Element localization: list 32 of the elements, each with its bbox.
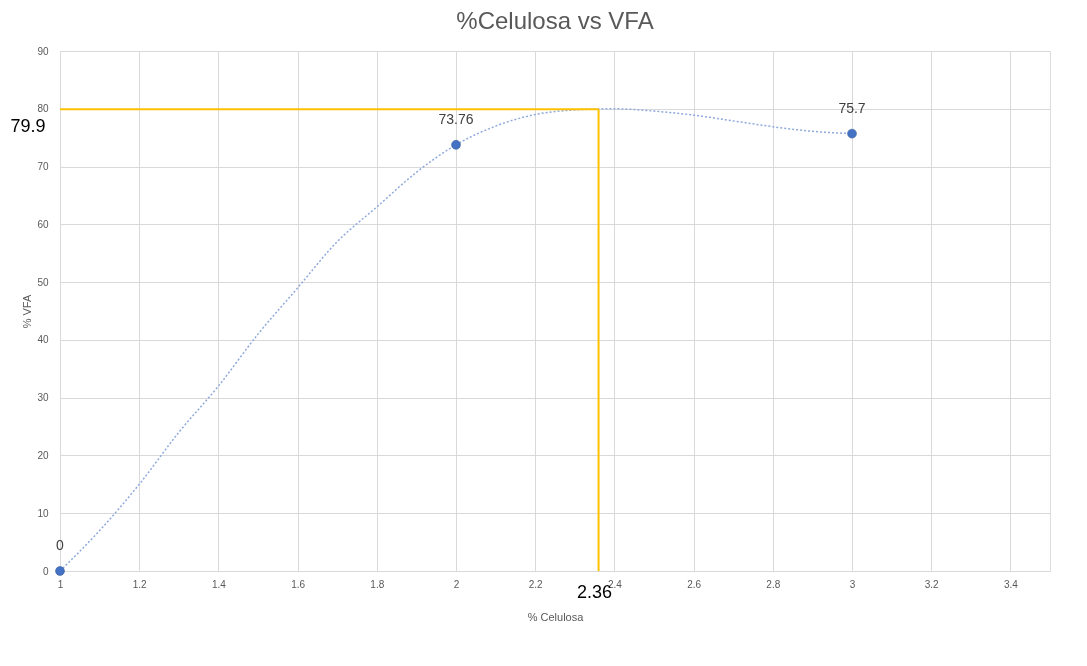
y-tick-label: 90 — [37, 45, 49, 57]
point — [847, 128, 857, 139]
x-tick-label: 3.4 — [1003, 578, 1019, 590]
x-tick-label: 2.6 — [687, 578, 702, 590]
x-tick-label: 1.8 — [370, 578, 385, 590]
chart-title: %Celulosa vs VFA — [456, 7, 654, 34]
y-tick-label: 70 — [37, 161, 49, 173]
x-tick-label: 3.2 — [924, 578, 940, 590]
data-label: 73.76 — [438, 110, 474, 127]
ref-line-label: 79.9 — [10, 116, 46, 137]
x-tick-label: 3 — [849, 578, 856, 590]
x-tick-label: 1.4 — [211, 578, 227, 590]
y-tick-label: 80 — [37, 103, 49, 115]
y-tick-label: 30 — [37, 392, 49, 404]
y-tick-label: 40 — [37, 334, 49, 346]
x-tick-label: 2.8 — [766, 578, 781, 590]
y-axis-title: % VFA — [21, 294, 34, 329]
point — [55, 566, 65, 576]
x-axis-title: % Celulosa — [527, 610, 585, 623]
x-tick-label: 1 — [57, 578, 64, 590]
y-tick-label: 60 — [37, 218, 49, 230]
x-tick-label: 1.6 — [291, 578, 306, 590]
x-tick-label: 1.2 — [132, 578, 148, 590]
point — [451, 140, 461, 150]
x-tick-label: 2.2 — [528, 578, 544, 590]
y-tick-label: 20 — [37, 449, 49, 461]
y-tick-label: 0 — [42, 565, 49, 577]
data-label: 75.7 — [838, 99, 866, 116]
x-tick-label: 2 — [453, 578, 460, 590]
data-label: 0 — [56, 537, 65, 553]
y-tick-label: 10 — [37, 507, 49, 519]
y-tick-label: 50 — [37, 276, 49, 288]
